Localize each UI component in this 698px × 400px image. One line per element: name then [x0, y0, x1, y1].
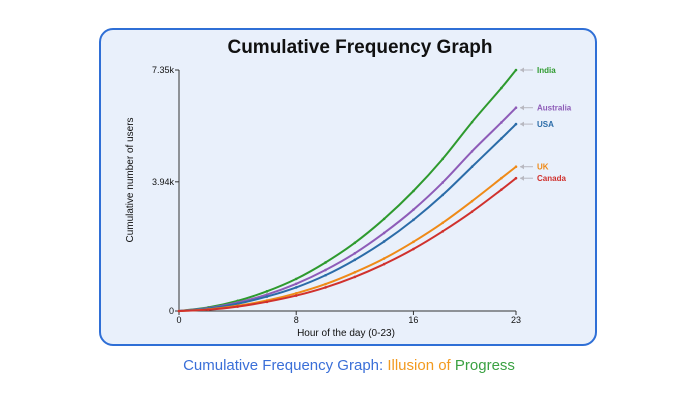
data-point-uk [324, 282, 327, 286]
data-point-australia [265, 293, 269, 296]
axes: 0 8 16 23 0 3.94k 7.35k [152, 65, 521, 325]
data-point-canada [265, 300, 269, 304]
data-point-uk [514, 165, 518, 169]
legend-label-uk: UK [537, 163, 549, 172]
data-point-uk [412, 240, 415, 244]
chart-card [99, 28, 597, 346]
data-point-australia [412, 208, 415, 211]
data-point-canada [441, 230, 445, 233]
data-point-australia [470, 150, 474, 153]
data-point-usa [236, 302, 239, 306]
data-point-usa [412, 218, 415, 222]
data-point-australia [514, 106, 518, 110]
data-point-uk [470, 199, 474, 203]
legend-pointer-arrow [520, 105, 524, 111]
data-point-canada [382, 262, 386, 266]
data-point-australia [500, 121, 503, 124]
legend-label-usa: USA [537, 120, 554, 129]
data-point-canada [500, 188, 503, 191]
caption-part-3: Progress [454, 357, 515, 374]
series-lines [177, 68, 518, 313]
caption-part-2: Illusion of [387, 357, 451, 374]
data-point-uk [382, 257, 386, 260]
data-point-canada [177, 309, 181, 313]
y-axis-label: Cumulative number of users [125, 117, 136, 242]
caption: Cumulative Frequency Graph: Illusion of … [0, 357, 698, 374]
data-point-canada [207, 308, 210, 311]
legend-pointer-arrow [520, 67, 524, 73]
data-point-india [324, 261, 327, 264]
data-point-usa [324, 273, 327, 277]
legend-pointer-arrow [520, 121, 524, 127]
x-axis-label: Hour of the day (0-23) [297, 328, 395, 339]
series-line-uk [178, 165, 517, 312]
data-point-usa [500, 137, 503, 140]
data-point-india [382, 217, 386, 221]
caption-part-1: Cumulative Frequency Graph: [183, 357, 384, 374]
data-point-uk [353, 271, 357, 274]
data-point-india [353, 241, 357, 245]
x-tick-label: 0 [176, 315, 181, 325]
y-tick-label: 3.94k [152, 177, 175, 187]
data-point-australia [441, 181, 445, 184]
x-tick-label: 8 [294, 315, 299, 325]
legend-label-india: India [537, 66, 556, 75]
data-point-uk [500, 176, 503, 180]
legend: India Australia USA UK Canada [520, 66, 572, 183]
data-point-uk [441, 221, 445, 225]
data-point-canada [353, 275, 357, 279]
data-point-india [500, 86, 503, 90]
x-tick-label: 23 [511, 315, 521, 325]
data-point-india [441, 157, 445, 161]
data-point-australia [294, 282, 298, 286]
data-point-canada [470, 210, 474, 213]
legend-pointer-arrow [520, 164, 524, 170]
data-point-usa [353, 258, 357, 262]
data-point-india [470, 120, 474, 124]
data-point-canada [294, 294, 298, 297]
data-point-australia [324, 268, 327, 272]
data-point-canada [514, 176, 518, 180]
data-point-uk [294, 291, 298, 295]
data-point-canada [324, 286, 327, 289]
data-point-australia [353, 251, 357, 255]
chart-title: Cumulative Frequency Graph [227, 37, 492, 58]
data-point-usa [470, 165, 474, 169]
data-point-usa [514, 122, 518, 126]
data-point-usa [294, 286, 298, 289]
y-tick-label: 7.35k [152, 65, 175, 75]
x-tick-label: 16 [408, 315, 418, 325]
data-point-india [514, 68, 518, 72]
data-point-canada [236, 305, 239, 308]
data-point-india [412, 189, 415, 193]
y-tick-label: 0 [169, 306, 174, 316]
data-point-india [294, 277, 298, 281]
data-point-australia [382, 231, 386, 235]
data-point-india [265, 290, 269, 293]
data-point-usa [441, 193, 445, 197]
data-point-canada [412, 247, 415, 251]
legend-label-canada: Canada [537, 174, 566, 183]
series-line-usa [178, 123, 517, 312]
legend-pointer-arrow [520, 175, 524, 181]
data-point-usa [382, 240, 386, 243]
legend-label-australia: Australia [537, 104, 572, 113]
series-line-canada [178, 177, 517, 312]
data-point-usa [265, 295, 269, 298]
